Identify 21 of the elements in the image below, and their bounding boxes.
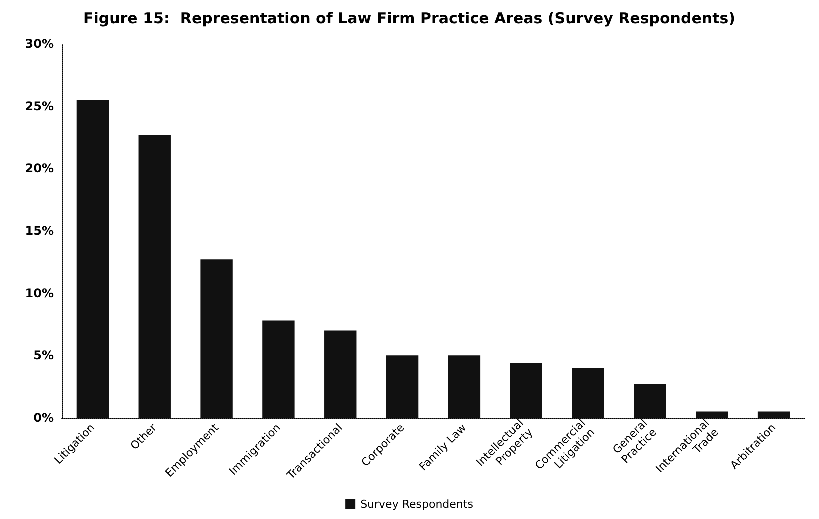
bar: [76, 100, 110, 418]
y-tick-label: 15%: [25, 224, 54, 238]
bar: [200, 260, 233, 418]
bar: [138, 135, 171, 418]
y-tick-label: 30%: [25, 37, 54, 51]
bar: [386, 356, 419, 418]
bar: [634, 384, 666, 418]
chart-title: Figure 15: Representation of Law Firm Practice Areas (Survey Respondents): [83, 10, 736, 28]
bar: [758, 412, 790, 418]
bar: [696, 412, 728, 418]
y-tick-label: 10%: [25, 286, 54, 300]
bar: [572, 368, 604, 418]
y-tick-label: 25%: [25, 99, 54, 114]
y-tick-label: 5%: [34, 348, 54, 363]
y-tick-label: 0%: [34, 411, 54, 425]
legend-label: Survey Respondents: [360, 498, 474, 511]
bar: [448, 356, 481, 418]
y-tick-label: 20%: [25, 162, 54, 176]
bar: [510, 363, 542, 418]
bar: [262, 320, 295, 418]
bar: [324, 330, 357, 418]
